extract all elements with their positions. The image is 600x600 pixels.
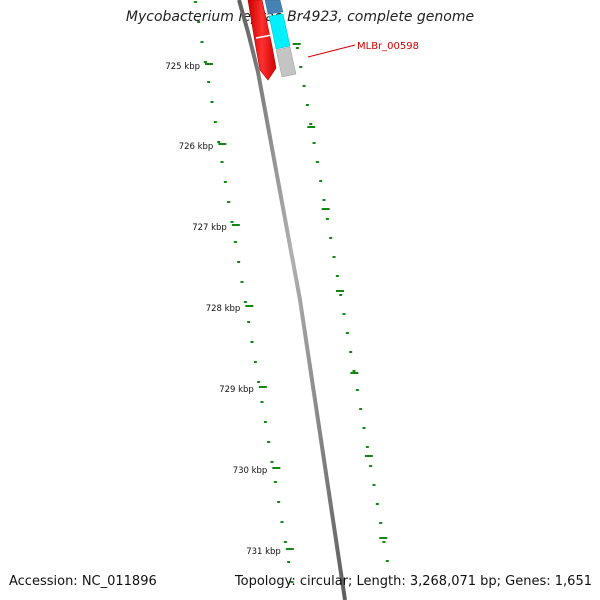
scale-tick-label: 731 kbp: [246, 547, 281, 557]
forward-cds-feature[interactable]: [268, 13, 291, 50]
gene-marker-MLBr_00598[interactable]: [275, 46, 297, 78]
inner-scale-ticks: [193, 1, 294, 583]
scale-tick-label: 727 kbp: [192, 223, 227, 233]
accession-text: Accession: NC_011896: [9, 574, 157, 589]
scale-tick-label: 725 kbp: [165, 62, 200, 72]
scale-tick-label: 729 kbp: [219, 385, 254, 395]
genome-backbone: [237, 0, 347, 600]
scale-tick-labels: 725 kbp 726 kbp 727 kbp 728 kbp 729 kbp 730 k…: [165, 62, 280, 557]
gene-label-pointer: [307, 44, 356, 58]
gene-label[interactable]: MLBr_00598: [357, 41, 419, 52]
scale-tick-label: 726 kbp: [179, 142, 214, 152]
forward-gene-feature[interactable]: [264, 0, 284, 15]
map-title: Mycobacterium leprae Br4923, complete ge…: [125, 9, 475, 25]
reverse-cds-feature[interactable]: [247, 0, 277, 81]
genome-summary-text: Topology: circular; Length: 3,268,071 bp…: [234, 574, 592, 589]
scale-tick-label: 728 kbp: [206, 304, 241, 314]
scale-tick-label: 730 kbp: [233, 466, 268, 476]
reverse-cds-boundary: [255, 34, 273, 39]
outer-scale-ticks: [292, 43, 389, 562]
